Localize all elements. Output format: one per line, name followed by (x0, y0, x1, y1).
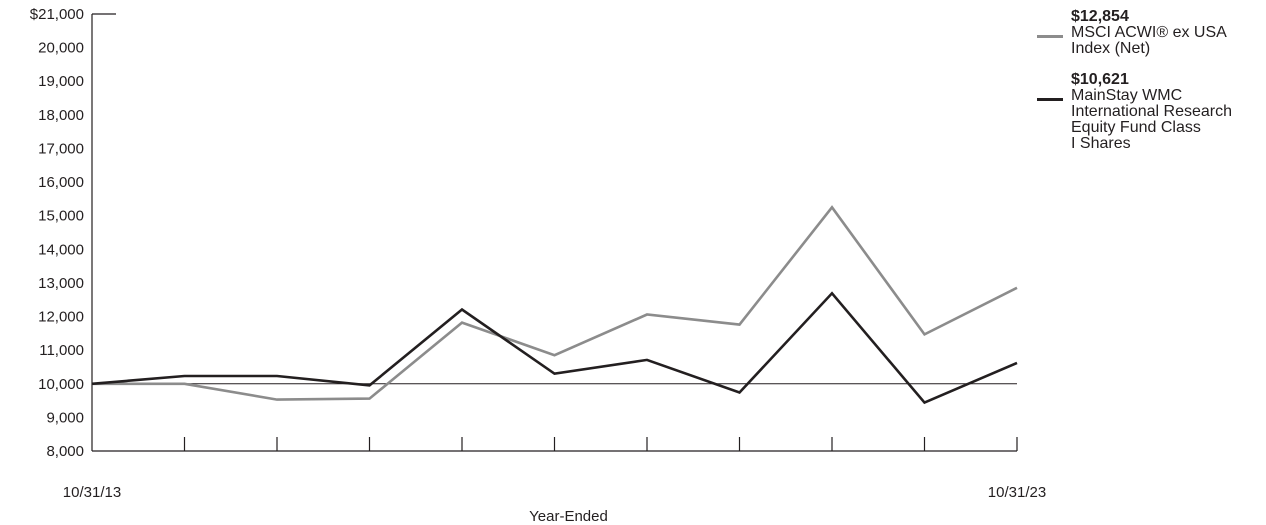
x-axis-label: Year-Ended (529, 508, 608, 525)
legend-item-fund: $10,621 MainStay WMC International Resea… (1033, 71, 1263, 152)
y-tick-label: 12,000 (38, 309, 84, 326)
legend-value-index: $12,854 (1071, 8, 1129, 25)
y-tick-label: 20,000 (38, 40, 84, 57)
y-tick-label: 8,000 (46, 443, 84, 460)
y-tick-label: 18,000 (38, 107, 84, 124)
legend-swatch-index (1037, 35, 1063, 38)
legend-value-fund: $10,621 (1071, 71, 1129, 88)
y-tick-label: 10,000 (38, 376, 84, 393)
x-tick-label: 10/31/13 (63, 484, 121, 501)
y-tick-label: $21,000 (30, 6, 84, 23)
legend-name-fund: MainStay WMC International Research Equi… (1071, 87, 1232, 152)
legend: $12,854 MSCI ACWI® ex USA Index (Net) $1… (1033, 8, 1263, 152)
y-tick-label: 17,000 (38, 140, 84, 157)
x-tick-label: 10/31/23 (988, 484, 1046, 501)
y-tick-label: 13,000 (38, 275, 84, 292)
legend-item-index: $12,854 MSCI ACWI® ex USA Index (Net) (1033, 8, 1263, 57)
y-tick-label: 14,000 (38, 241, 84, 258)
series-line-fund (91, 291, 1018, 405)
y-tick-label: 9,000 (46, 409, 84, 426)
y-tick-label: 15,000 (38, 208, 84, 225)
y-tick-label: 11,000 (39, 342, 84, 359)
y-tick-label: 16,000 (38, 174, 84, 191)
legend-swatch-fund (1037, 98, 1063, 101)
series-line-index (92, 205, 1018, 401)
y-tick-label: 19,000 (38, 73, 84, 90)
legend-name-index: MSCI ACWI® ex USA Index (Net) (1071, 24, 1227, 57)
